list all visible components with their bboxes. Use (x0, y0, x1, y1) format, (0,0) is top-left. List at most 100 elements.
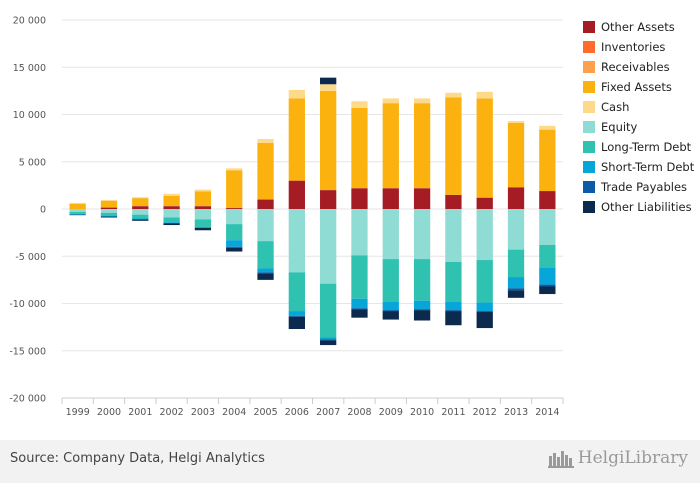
bar-segment (507, 249, 525, 278)
x-tick-label: 2007 (316, 407, 340, 418)
bar-segment (226, 168, 243, 171)
bar-segment (445, 311, 462, 326)
x-tick-label: 2014 (535, 407, 559, 418)
bar-segment (163, 222, 180, 224)
legend: Other Assets Inventories Receivables Fixed … (583, 20, 695, 214)
bar-segment (226, 224, 243, 241)
bar-segment (351, 255, 368, 299)
bar-segment (69, 213, 86, 215)
bar-segment (413, 300, 431, 310)
bar-segment (100, 209, 118, 213)
legend-swatch (583, 201, 595, 213)
x-tick-label: 2002 (160, 407, 184, 418)
bar-segment (507, 209, 525, 250)
bar-segment (320, 77, 337, 85)
bar-segment (288, 311, 305, 316)
bar-segment (476, 260, 493, 303)
bar-segment (320, 337, 337, 340)
legend-item[interactable]: Inventories (583, 40, 665, 54)
y-tick-label: 10 000 (13, 110, 46, 121)
bar-segment (194, 189, 212, 192)
bar-segment (382, 301, 399, 311)
helgi-logo[interactable]: HelgiLibrary (547, 448, 688, 468)
bar-segment (100, 200, 118, 201)
footer: Source: Company Data, Helgi Analytics He… (0, 440, 700, 483)
legend-item[interactable]: Fixed Assets (583, 80, 672, 94)
bar-segment (194, 227, 212, 231)
bar-segment (257, 142, 274, 200)
bar-segment (351, 209, 368, 256)
bar-segment (257, 139, 274, 143)
bar-segment (476, 209, 493, 261)
x-tick-label: 2001 (128, 407, 152, 418)
bar-segment (476, 98, 493, 198)
y-tick-label: -10 000 (9, 299, 46, 310)
bar-segment (226, 170, 243, 209)
bar-segment (539, 267, 556, 285)
legend-swatch (583, 61, 595, 73)
chart: -20 000 -15 000 -10 000 -5 000 0 5 000 10 000 1… (9, 16, 695, 419)
bar-segment (320, 209, 337, 284)
bar-segment (163, 209, 180, 218)
logo-text: HelgiLibrary (577, 448, 688, 468)
legend-item[interactable]: Receivables (583, 60, 670, 74)
y-tick-label: 0 (40, 205, 46, 216)
bar-segment (539, 244, 556, 268)
bar-segment (507, 121, 525, 124)
bar-segment (476, 311, 493, 313)
legend-item[interactable]: Trade Payables (583, 180, 687, 194)
bar-segment (69, 209, 86, 212)
bar-segment (194, 209, 212, 220)
legend-item[interactable]: Other Liabilities (583, 200, 692, 214)
legend-swatch (583, 81, 595, 93)
bar-segment (445, 97, 462, 195)
legend-item[interactable]: Other Assets (583, 20, 675, 34)
bar-segment (507, 187, 525, 209)
bar-segment (445, 92, 462, 98)
legend-swatch (583, 161, 595, 173)
bar-segment (226, 246, 243, 248)
x-tick-label: 2004 (222, 407, 246, 418)
legend-item[interactable]: Cash (583, 100, 629, 114)
bar-segment (226, 247, 243, 252)
bar-segment (539, 129, 556, 192)
y-tick-label: -15 000 (9, 346, 46, 357)
bar-segment (445, 194, 462, 209)
legend-item[interactable]: Short-Term Debt (583, 160, 695, 174)
bar-segment (539, 125, 556, 130)
bar-segment (288, 89, 305, 99)
bar-segment (257, 199, 274, 209)
bar-segment (413, 259, 431, 301)
bar-segment (288, 98, 305, 181)
legend-label: Inventories (601, 40, 665, 54)
legend-item[interactable]: Equity (583, 120, 638, 134)
bar-segment (539, 191, 556, 209)
y-tick-label: 20 000 (13, 16, 46, 27)
bar-segment (351, 101, 368, 108)
bar-segment (194, 219, 212, 227)
bar-segment (382, 310, 399, 312)
legend-item[interactable]: Long-Term Debt (583, 140, 692, 154)
legend-label: Receivables (601, 60, 670, 74)
bar-segment (288, 316, 305, 330)
legend-swatch (583, 41, 595, 53)
bar-segment (194, 191, 212, 207)
bar-segment (132, 218, 149, 220)
bar-segment (194, 226, 212, 228)
bar-segment (445, 209, 462, 262)
bar-segment (445, 261, 462, 302)
y-tick-label: -20 000 (9, 394, 46, 405)
bar-segment (163, 195, 180, 207)
source-note: Source: Company Data, Helgi Analytics (10, 451, 265, 466)
bar-segment (539, 284, 556, 287)
legend-swatch (583, 141, 595, 153)
legend-swatch (583, 181, 595, 193)
x-tick-label: 2013 (504, 407, 528, 418)
bar-segment (132, 197, 149, 199)
legend-label: Cash (601, 100, 629, 114)
bar-segment (100, 207, 118, 209)
bar-segment (413, 98, 431, 104)
y-tick-label: 15 000 (13, 63, 46, 74)
bar-segment (257, 268, 274, 273)
x-tick-label: 2010 (410, 407, 434, 418)
